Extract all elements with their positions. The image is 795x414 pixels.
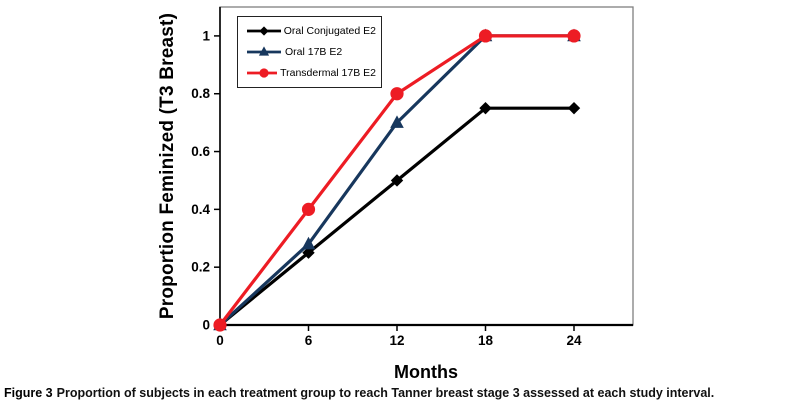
legend-item: Oral Conjugated E2 <box>246 24 376 38</box>
legend-label: Transdermal 17B E2 <box>280 67 376 79</box>
y-tick-label: 0.4 <box>191 202 210 217</box>
y-tick-label: 1 <box>202 28 210 43</box>
data-point-circle <box>213 318 227 332</box>
legend-label: Oral Conjugated E2 <box>283 25 376 37</box>
data-point-triangle <box>390 115 404 128</box>
figure-caption: Figure 3 Proportion of subjects in each t… <box>4 386 792 400</box>
figure-caption-text: Proportion of subjects in each treatment… <box>56 386 715 400</box>
x-tick-label: 12 <box>389 333 404 348</box>
data-point-circle <box>478 29 493 43</box>
series-line-oral-conjugated-e2 <box>218 106 576 327</box>
x-tick-label: 24 <box>566 333 582 348</box>
y-axis-title: Proportion Feminized (T3 Breast) <box>157 12 178 320</box>
data-point-circle <box>390 87 404 101</box>
data-point-diamond <box>479 101 492 115</box>
y-tick-label: 0.6 <box>191 144 210 159</box>
data-point-diamond <box>390 174 404 187</box>
data-point-triangle <box>301 236 316 250</box>
data-point-triangle <box>258 46 270 56</box>
y-tick-label: 0.2 <box>191 260 210 275</box>
data-point-circle <box>259 68 269 78</box>
line-chart: 0 0.2 0.4 0.6 0.8 1 0 6 12 18 24 <box>191 6 634 348</box>
figure-caption-label: Figure 3 <box>4 386 53 400</box>
x-tick-label: 0 <box>216 333 224 348</box>
x-tick-label: 6 <box>305 333 313 348</box>
x-axis-title: Months <box>394 362 458 382</box>
legend-label: Oral 17B E2 <box>285 46 343 58</box>
chart-legend: Oral Conjugated E2 Oral 17B E2 Transderm… <box>237 16 382 88</box>
y-tick-label: 0 <box>202 318 210 333</box>
legend-item: Oral 17B E2 <box>246 45 376 59</box>
data-point-diamond <box>567 101 581 115</box>
data-point-circle <box>567 29 581 43</box>
legend-marker-diamond <box>247 26 281 36</box>
legend-marker-circle <box>247 68 278 78</box>
data-point-diamond <box>259 26 269 36</box>
chart-area: 0 0.2 0.4 0.6 0.8 1 0 6 12 18 24 Proportion Femini… <box>157 6 634 382</box>
legend-item: Transdermal 17B E2 <box>246 66 376 80</box>
legend-marker-triangle <box>247 46 281 56</box>
x-tick-label: 18 <box>478 333 494 348</box>
data-point-diamond <box>302 246 315 259</box>
data-point-circle <box>301 202 316 216</box>
y-tick-label: 0.8 <box>191 86 210 101</box>
